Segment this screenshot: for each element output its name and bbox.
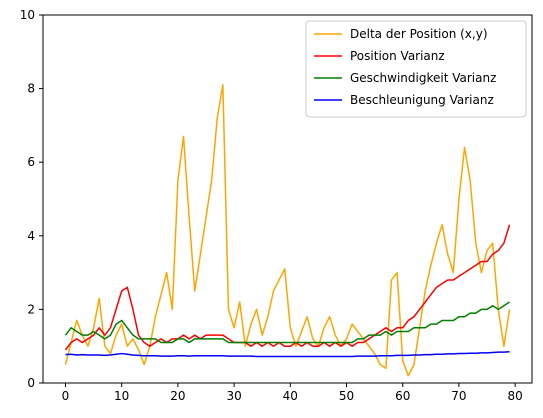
x-tick-label: 30 xyxy=(226,389,241,403)
series-line-2 xyxy=(64,224,511,351)
x-tick-label: 80 xyxy=(507,389,522,403)
legend-label-2: Position Varianz xyxy=(350,49,445,63)
series-line-1 xyxy=(64,84,511,377)
series-line-4 xyxy=(65,350,510,358)
y-tick-label: 4 xyxy=(27,229,35,243)
series-line-3 xyxy=(64,301,510,344)
x-tick-label: 50 xyxy=(339,389,354,403)
legend-box xyxy=(305,20,527,118)
y-tick-label: 10 xyxy=(20,8,35,22)
y-tick-label: 6 xyxy=(27,155,35,169)
legend-label-3: Geschwindigkeit Varianz xyxy=(350,71,496,85)
x-tick-label: 0 xyxy=(62,389,70,403)
legend: Delta der Position (x,y) Position Varianz… xyxy=(305,20,527,118)
x-axis: 0 10 20 30 40 50 60 70 80 xyxy=(62,383,523,403)
legend-label-1: Delta der Position (x,y) xyxy=(350,27,488,41)
series-layer xyxy=(64,84,511,377)
x-tick-label: 60 xyxy=(395,389,410,403)
plot-frame xyxy=(42,14,533,384)
y-tick-label: 8 xyxy=(27,82,35,96)
y-tick-label: 0 xyxy=(27,376,35,390)
x-tick-label: 40 xyxy=(283,389,298,403)
x-tick-label: 70 xyxy=(451,389,466,403)
legend-label-4: Beschleunigung Varianz xyxy=(350,93,494,107)
y-axis: 0 2 4 6 8 10 xyxy=(20,8,43,390)
x-tick-label: 10 xyxy=(114,389,129,403)
x-tick-label: 20 xyxy=(170,389,185,403)
y-tick-label: 2 xyxy=(27,302,35,316)
